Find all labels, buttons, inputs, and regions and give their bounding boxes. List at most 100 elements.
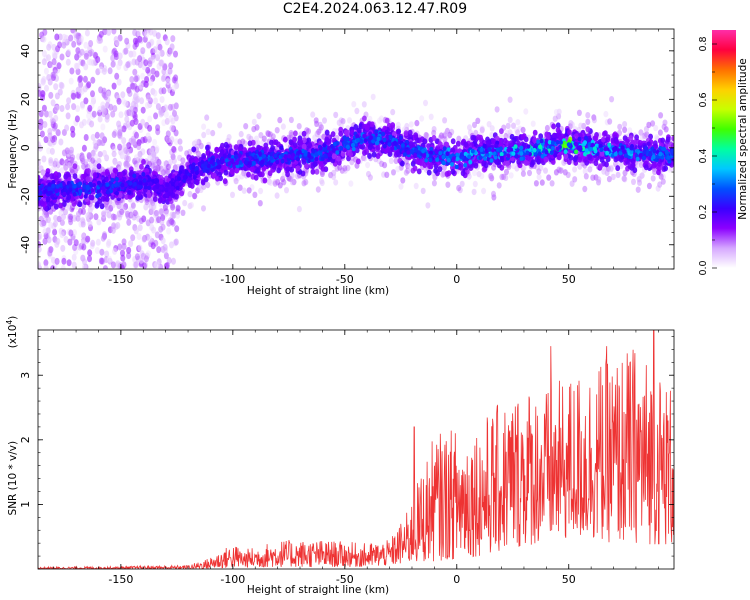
noise-cell xyxy=(38,261,42,269)
band-cell xyxy=(58,202,63,209)
noise-cell xyxy=(97,115,103,123)
faint-cell xyxy=(80,217,86,224)
noise-cell xyxy=(75,68,81,76)
faint-cell xyxy=(365,161,371,169)
band-cell xyxy=(191,146,197,153)
faint-cell xyxy=(654,134,660,141)
faint-cell xyxy=(514,127,520,134)
noise-cell xyxy=(133,75,139,83)
faint-cell xyxy=(351,101,357,108)
faint-cell xyxy=(585,112,591,119)
faint-cell xyxy=(333,111,339,119)
band-cell xyxy=(585,126,591,133)
faint-cell xyxy=(534,164,540,171)
noise-cell xyxy=(101,211,107,219)
faint-cell xyxy=(348,180,354,187)
faint-cell xyxy=(243,123,249,130)
faint-cell xyxy=(553,169,559,176)
band-cell xyxy=(627,163,633,170)
noise-cell xyxy=(38,110,44,118)
noise-cell xyxy=(145,101,150,109)
faint-cell xyxy=(134,165,140,172)
noise-cell xyxy=(149,158,155,166)
noise-cell xyxy=(41,35,47,43)
noise-cell xyxy=(101,67,107,75)
faint-cell xyxy=(636,176,642,183)
faint-cell xyxy=(97,151,103,158)
faint-cell xyxy=(472,169,477,177)
faint-cell xyxy=(265,130,271,137)
faint-cell xyxy=(317,126,323,134)
faint-cell xyxy=(604,169,610,176)
band-cell xyxy=(403,130,409,137)
faint-cell xyxy=(538,164,544,171)
noise-cell xyxy=(115,222,121,229)
noise-cell xyxy=(41,221,47,229)
faint-cell xyxy=(91,167,97,174)
faint-cell xyxy=(42,228,48,235)
faint-cell xyxy=(117,214,123,221)
noise-cell xyxy=(137,224,143,232)
faint-cell xyxy=(507,96,513,103)
faint-cell xyxy=(637,179,642,186)
faint-cell xyxy=(479,125,485,132)
faint-cell xyxy=(536,168,542,175)
faint-cell xyxy=(419,115,425,122)
faint-cell xyxy=(444,127,450,135)
faint-cell xyxy=(442,136,448,143)
noise-cell xyxy=(79,154,85,162)
noise-cell xyxy=(141,262,147,269)
faint-cell xyxy=(84,212,90,219)
band-cell xyxy=(426,169,432,176)
faint-cell xyxy=(56,215,62,223)
noise-cell xyxy=(117,143,123,151)
noise-cell xyxy=(64,158,70,166)
noise-cell xyxy=(174,225,180,233)
noise-cell xyxy=(84,29,90,37)
band-cell xyxy=(450,138,456,145)
noise-cell xyxy=(43,136,49,144)
noise-cell xyxy=(100,139,106,147)
noise-cell xyxy=(129,119,135,127)
faint-cell xyxy=(337,164,343,171)
faint-cell xyxy=(158,208,164,215)
noise-cell xyxy=(75,47,81,55)
faint-cell xyxy=(382,161,388,169)
noise-cell xyxy=(92,145,98,153)
band-cell xyxy=(469,142,474,149)
faint-cell xyxy=(650,120,656,127)
band-cell xyxy=(353,124,359,130)
faint-cell xyxy=(607,118,613,125)
faint-cell xyxy=(655,185,661,192)
faint-cell xyxy=(657,129,663,136)
faint-cell xyxy=(147,154,153,161)
faint-cell xyxy=(196,184,202,192)
noise-cell xyxy=(106,239,112,246)
noise-cell xyxy=(39,130,45,138)
noise-cell xyxy=(58,138,64,146)
band-cell xyxy=(536,158,541,165)
faint-cell xyxy=(92,164,98,171)
band-cell xyxy=(152,196,158,202)
faint-cell xyxy=(515,129,521,136)
noise-cell xyxy=(140,47,146,55)
faint-cell xyxy=(489,125,495,132)
band-cell xyxy=(523,159,529,166)
faint-cell xyxy=(442,117,448,124)
band-cell xyxy=(615,165,621,172)
noise-cell xyxy=(134,58,140,66)
faint-cell xyxy=(591,116,597,124)
noise-cell xyxy=(155,164,161,172)
band-cell xyxy=(247,140,253,147)
faint-cell xyxy=(233,177,239,185)
faint-cell xyxy=(523,108,529,115)
noise-cell xyxy=(59,53,65,61)
noise-cell xyxy=(117,165,123,173)
noise-cell xyxy=(41,155,47,163)
band-cell xyxy=(86,168,91,175)
faint-cell xyxy=(138,217,144,224)
noise-cell xyxy=(102,149,107,157)
band-cell xyxy=(384,117,390,124)
faint-cell xyxy=(475,117,481,125)
band-cell xyxy=(637,139,643,146)
